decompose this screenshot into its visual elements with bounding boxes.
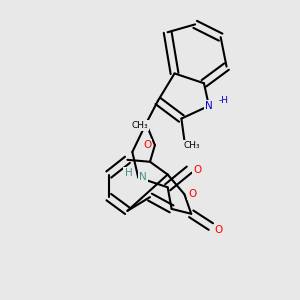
Text: O: O — [214, 224, 223, 235]
Text: O: O — [143, 140, 151, 150]
Text: CH₃: CH₃ — [132, 121, 148, 130]
Text: O: O — [193, 165, 201, 175]
Text: -H: -H — [219, 96, 229, 105]
Text: N: N — [139, 172, 147, 182]
Text: CH₃: CH₃ — [184, 141, 200, 150]
Text: O: O — [188, 189, 196, 199]
Text: H: H — [124, 168, 132, 178]
Text: N: N — [205, 101, 213, 111]
